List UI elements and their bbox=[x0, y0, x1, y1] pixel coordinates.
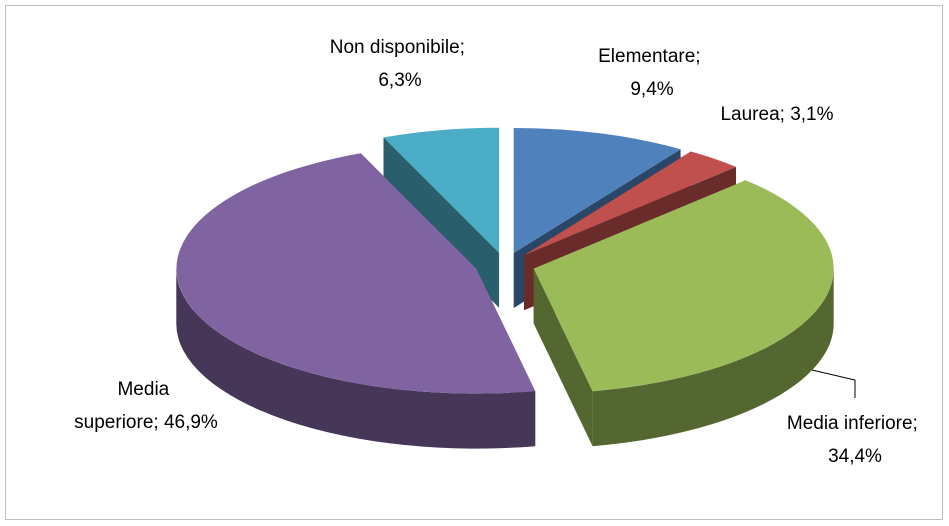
slice bbox=[524, 151, 736, 256]
data-label-line: Media bbox=[117, 379, 174, 400]
data-label: Non disponibile; 6,3% bbox=[330, 37, 470, 91]
slice bbox=[176, 153, 536, 394]
data-label-line: Laurea; 3,1% bbox=[720, 104, 833, 125]
data-label-line: superiore; 46,9% bbox=[74, 412, 218, 433]
data-label-line: Elementare; bbox=[598, 46, 706, 67]
slice bbox=[513, 128, 681, 253]
slice bbox=[533, 180, 834, 392]
slice-wall bbox=[176, 268, 536, 449]
data-label-line: 6,3% bbox=[378, 70, 421, 91]
data-label-line: Non disponibile; bbox=[330, 37, 470, 58]
data-label-line: Media inferiore; bbox=[787, 413, 923, 434]
slice-side bbox=[533, 268, 593, 447]
data-label: Elementare; 9,4% bbox=[598, 46, 706, 100]
leader-line bbox=[811, 369, 856, 398]
slice-wall bbox=[592, 268, 834, 447]
slice-group bbox=[176, 153, 536, 449]
slice bbox=[383, 127, 500, 253]
data-label: Media inferiore; 34,4% bbox=[787, 413, 923, 467]
data-label: Media superiore; 46,9% bbox=[74, 379, 218, 433]
slice-group bbox=[533, 180, 834, 447]
data-label-line: 9,4% bbox=[630, 79, 673, 100]
data-label: Laurea; 3,1% bbox=[720, 104, 833, 125]
data-label-line: 34,4% bbox=[828, 446, 882, 467]
